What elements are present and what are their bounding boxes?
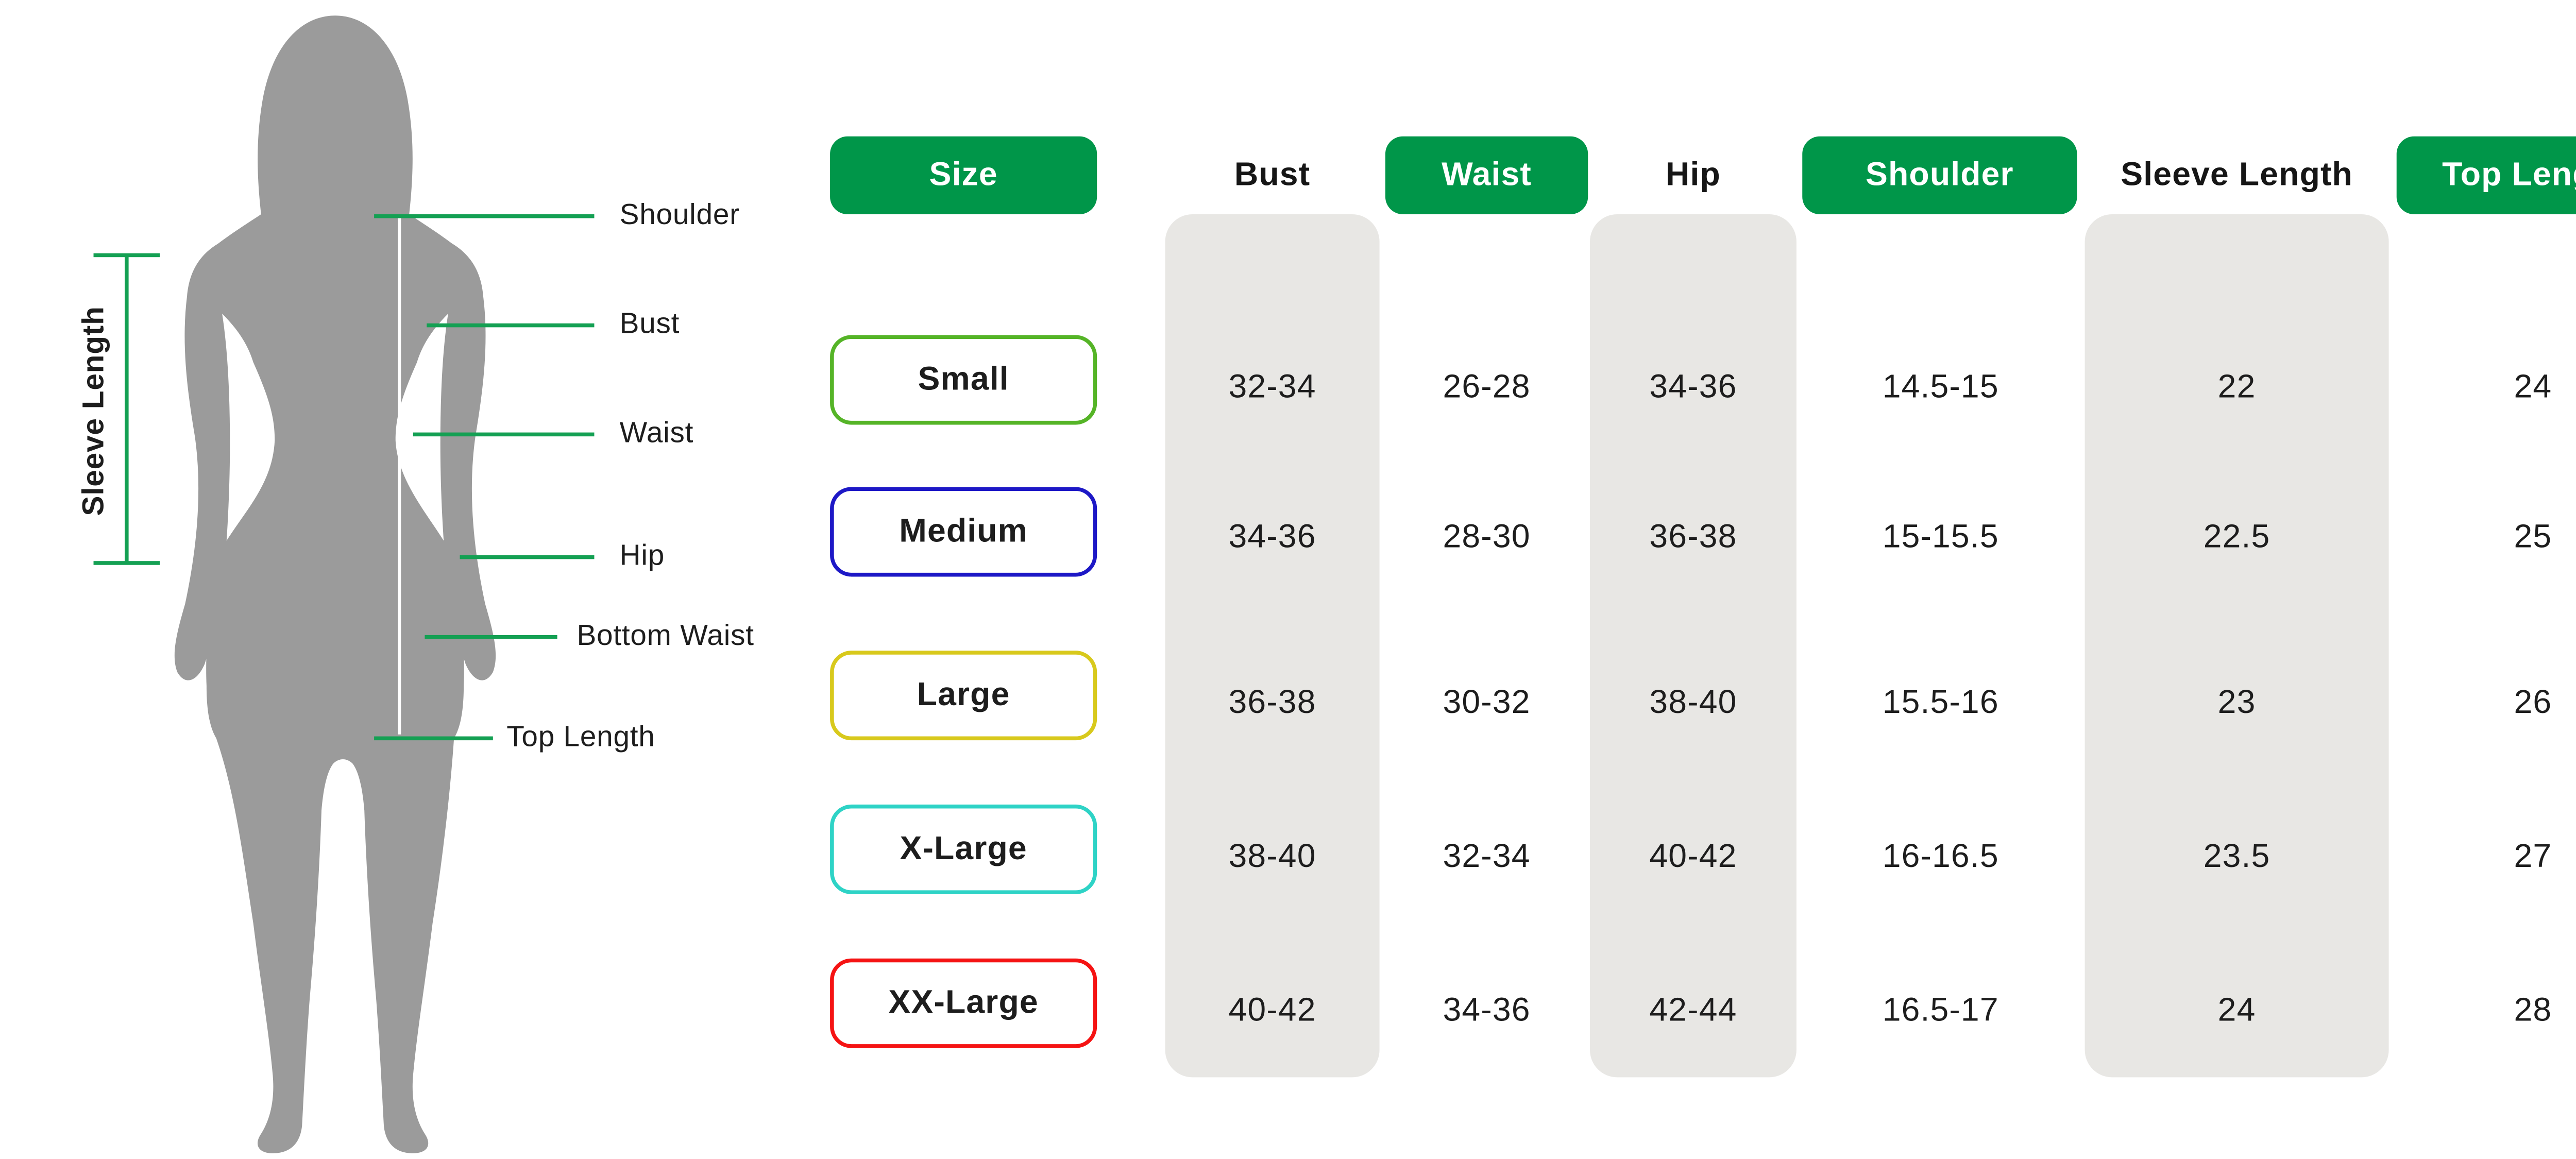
cell-small-shoulder: 14.5-15 (1882, 368, 1999, 405)
top-length-pointer-line (374, 736, 493, 741)
cell-x-large-sleeve-length: 23.5 (2203, 838, 2270, 875)
cell-x-large-waist: 32-34 (1443, 838, 1531, 875)
top-length-label: Top Length (506, 721, 655, 754)
cell-medium-sleeve-length: 22.5 (2203, 518, 2270, 555)
body-measurement-diagram: Shoulder Bust Waist Hip Bottom Waist Top… (0, 0, 818, 1159)
cell-x-large-top-length: 27 (2514, 838, 2552, 875)
sleeve-length-bottom-tick (93, 561, 160, 565)
column-bg-sleeve-length (2084, 214, 2389, 1078)
cell-small-bust: 32-34 (1228, 368, 1316, 405)
cell-large-top-length: 26 (2514, 684, 2552, 721)
column-header-waist: Waist (1385, 136, 1588, 215)
bottom-waist-pointer-line (425, 635, 557, 639)
hip-pointer-line (460, 555, 595, 559)
cell-small-sleeve-length: 22 (2217, 368, 2256, 405)
size-button-large[interactable]: Large (830, 651, 1097, 741)
cell-large-bust: 36-38 (1228, 684, 1316, 721)
cell-xx-large-waist: 34-36 (1443, 991, 1531, 1029)
cell-medium-waist: 28-30 (1443, 518, 1531, 555)
cell-small-top-length: 24 (2514, 368, 2552, 405)
shoulder-label: Shoulder (619, 198, 740, 232)
waist-pointer-line (413, 432, 595, 437)
cell-large-hip: 38-40 (1649, 684, 1737, 721)
cell-large-waist: 30-32 (1443, 684, 1531, 721)
cell-small-waist: 26-28 (1443, 368, 1531, 405)
bust-label: Bust (619, 308, 680, 341)
cell-x-large-hip: 40-42 (1649, 838, 1737, 875)
column-bg-bust (1165, 214, 1380, 1078)
column-header-bust: Bust (1165, 136, 1380, 215)
cell-medium-top-length: 25 (2514, 518, 2552, 555)
cell-medium-shoulder: 15-15.5 (1882, 518, 1999, 555)
cell-medium-bust: 34-36 (1228, 518, 1316, 555)
cell-large-shoulder: 15.5-16 (1882, 684, 1999, 721)
column-header-sleeve-length: Sleeve Length (2084, 136, 2389, 215)
size-button-x-large[interactable]: X-Large (830, 804, 1097, 894)
sleeve-length-top-tick (93, 253, 160, 257)
cell-xx-large-top-length: 28 (2514, 991, 2552, 1029)
column-header-size: Size (830, 136, 1097, 215)
cell-xx-large-sleeve-length: 24 (2217, 991, 2256, 1029)
bust-pointer-line (427, 323, 595, 328)
shoulder-pointer-line (374, 214, 595, 218)
size-button-small[interactable]: Small (830, 335, 1097, 425)
woman-silhouette (174, 15, 496, 1153)
size-button-medium[interactable]: Medium (830, 487, 1097, 577)
cell-x-large-bust: 38-40 (1228, 838, 1316, 875)
waist-label: Waist (619, 417, 694, 450)
hip-label: Hip (619, 539, 665, 573)
size-button-xx-large[interactable]: XX-Large (830, 958, 1097, 1048)
cell-x-large-shoulder: 16-16.5 (1882, 838, 1999, 875)
column-header-shoulder: Shoulder (1802, 136, 2077, 215)
cell-xx-large-bust: 40-42 (1228, 991, 1316, 1029)
cell-xx-large-shoulder: 16.5-17 (1882, 991, 1999, 1029)
column-header-top-length: Top Length (2396, 136, 2576, 215)
cell-small-hip: 34-36 (1649, 368, 1737, 405)
column-header-hip: Hip (1590, 136, 1797, 215)
cell-medium-hip: 36-38 (1649, 518, 1737, 555)
column-bg-hip (1590, 214, 1797, 1078)
bottom-waist-label: Bottom Waist (577, 619, 754, 653)
sleeve-length-line (125, 255, 129, 563)
figure-illustration (174, 15, 496, 1153)
cell-large-sleeve-length: 23 (2217, 684, 2256, 721)
cell-xx-large-hip: 42-44 (1649, 991, 1737, 1029)
